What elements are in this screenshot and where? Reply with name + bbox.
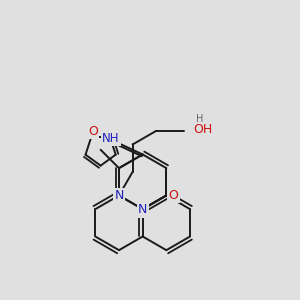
Text: O: O (168, 189, 178, 202)
Text: H: H (196, 115, 204, 124)
Text: N: N (138, 202, 147, 216)
Text: O: O (169, 189, 179, 202)
Text: N: N (114, 189, 124, 202)
Text: NH: NH (102, 132, 120, 145)
Text: OH: OH (193, 123, 212, 136)
Text: N: N (139, 204, 148, 217)
Text: N: N (114, 189, 124, 202)
Text: O: O (88, 125, 98, 138)
